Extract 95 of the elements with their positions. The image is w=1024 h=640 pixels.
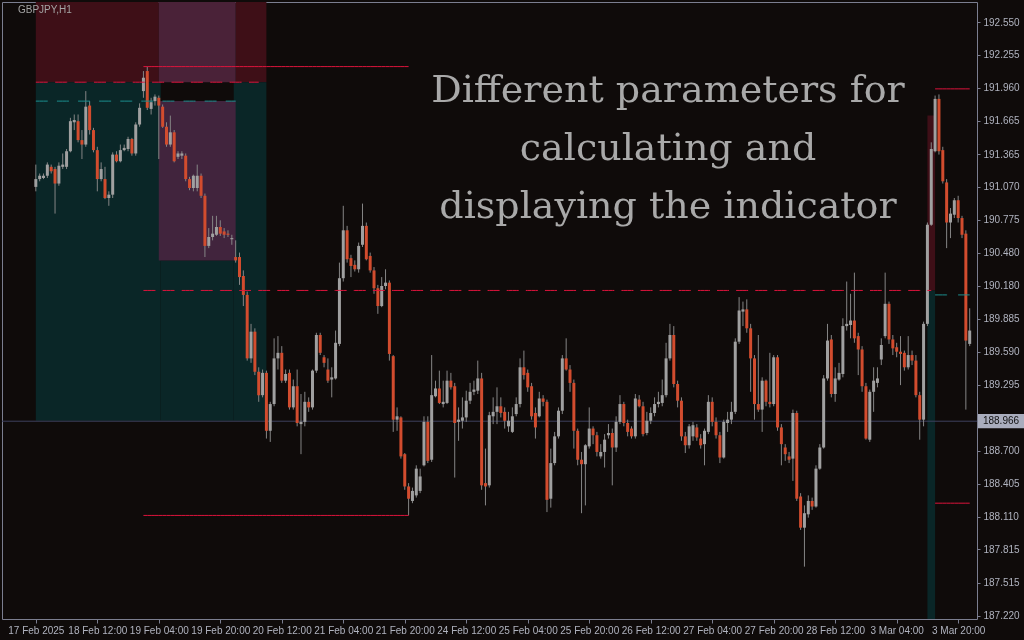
y-tick-label: 187.220 bbox=[983, 610, 1021, 622]
candlestick bbox=[65, 148, 69, 170]
candlestick bbox=[756, 334, 760, 413]
candlestick bbox=[222, 227, 226, 239]
candlestick bbox=[418, 468, 422, 494]
candlestick bbox=[34, 164, 38, 192]
y-tick-label: 192.550 bbox=[983, 16, 1021, 28]
y-tick-label: 190.480 bbox=[983, 247, 1021, 259]
candlestick bbox=[291, 379, 295, 411]
candlestick bbox=[495, 386, 499, 425]
y-tick-label: 189.295 bbox=[983, 379, 1021, 391]
candlestick bbox=[384, 268, 388, 290]
candlestick bbox=[211, 215, 215, 241]
y-tick-label: 188.405 bbox=[983, 478, 1021, 490]
candlestick bbox=[952, 197, 956, 219]
candlestick bbox=[833, 366, 837, 403]
candlestick bbox=[879, 337, 883, 366]
candlestick bbox=[176, 150, 180, 160]
candlestick bbox=[653, 396, 657, 417]
x-tick-label: 28 Feb 12:00 bbox=[806, 624, 866, 636]
y-tick-label: 188.700 bbox=[983, 445, 1021, 457]
candlestick bbox=[503, 406, 507, 430]
candlestick bbox=[610, 428, 614, 486]
y-tick-label: 189.590 bbox=[983, 346, 1021, 358]
x-tick-label: 20 Feb 12:00 bbox=[252, 624, 313, 636]
candlestick bbox=[687, 423, 691, 450]
candlestick bbox=[180, 150, 184, 160]
candlestick bbox=[195, 164, 199, 192]
x-tick-label: 3 Mar 20:00 bbox=[931, 624, 986, 636]
y-tick-label: 191.070 bbox=[983, 181, 1021, 193]
x-tick-label: 18 Feb 12:00 bbox=[68, 624, 128, 636]
candlestick bbox=[537, 391, 541, 418]
x-tick-label: 21 Feb 20:00 bbox=[375, 624, 436, 636]
y-tick-label: 191.960 bbox=[983, 82, 1021, 94]
candlestick bbox=[53, 166, 57, 215]
x-tick-label: 3 Mar 04:00 bbox=[870, 624, 925, 636]
y-tick-label: 191.665 bbox=[983, 115, 1021, 127]
candlestick bbox=[103, 166, 107, 200]
x-tick-label: 21 Feb 04:00 bbox=[314, 624, 374, 636]
candlestick bbox=[603, 433, 607, 469]
candlestick bbox=[906, 335, 910, 371]
y-tick-label: 190.180 bbox=[983, 280, 1021, 292]
candlestick bbox=[810, 497, 814, 511]
candlestick bbox=[230, 234, 234, 246]
x-tick-label: 19 Feb 20:00 bbox=[191, 624, 251, 636]
candlestick bbox=[460, 396, 464, 430]
candlestick bbox=[161, 103, 165, 129]
candlestick bbox=[683, 431, 687, 454]
x-tick-label: 27 Feb 04:00 bbox=[683, 624, 743, 636]
y-tick-label: 189.885 bbox=[983, 313, 1021, 325]
x-tick-label: 26 Feb 12:00 bbox=[621, 624, 682, 636]
candlestick bbox=[357, 242, 361, 274]
candlestick bbox=[902, 350, 906, 372]
x-tick-label: 25 Feb 20:00 bbox=[560, 624, 620, 636]
candlestick bbox=[164, 121, 168, 148]
candlestick bbox=[326, 357, 330, 384]
candlestick bbox=[779, 423, 783, 466]
candlestick bbox=[802, 504, 806, 568]
y-tick-label: 187.515 bbox=[983, 577, 1021, 589]
candlestick bbox=[168, 115, 172, 148]
candlestick bbox=[360, 203, 364, 248]
annotation: Different parameters for calculating and displaying the indicator bbox=[431, 67, 906, 227]
candlestick bbox=[729, 401, 733, 425]
chart-title: GBPJPY,H1 bbox=[18, 4, 73, 15]
candlestick bbox=[872, 366, 876, 413]
y-tick-label: 187.815 bbox=[983, 543, 1021, 555]
y-tick-label: 188.110 bbox=[983, 511, 1020, 523]
candlestick bbox=[214, 215, 218, 237]
x-tick-label: 25 Feb 04:00 bbox=[498, 624, 559, 636]
candlestick bbox=[676, 380, 680, 408]
y-tick-label: 190.775 bbox=[983, 214, 1021, 226]
x-tick-label: 24 Feb 12:00 bbox=[437, 624, 497, 636]
candlestick bbox=[184, 152, 188, 182]
candlestick bbox=[745, 298, 749, 334]
candlestick bbox=[226, 229, 230, 238]
x-tick-label: 19 Feb 04:00 bbox=[129, 624, 190, 636]
ref-line-label: 188.966 bbox=[982, 415, 1020, 427]
candlestick bbox=[645, 411, 649, 436]
candlestick bbox=[510, 406, 514, 434]
candlestick bbox=[875, 366, 879, 388]
candlestick bbox=[849, 293, 853, 339]
candlestick bbox=[261, 369, 265, 398]
candlestick bbox=[138, 102, 142, 128]
x-tick-label: 27 Feb 20:00 bbox=[744, 624, 805, 636]
candlestick bbox=[207, 227, 211, 249]
candlestick bbox=[318, 332, 322, 356]
candlestick bbox=[580, 451, 584, 514]
y-tick-label: 192.255 bbox=[983, 49, 1021, 61]
y-tick-label: 191.365 bbox=[983, 148, 1021, 160]
candlestick bbox=[157, 95, 161, 160]
candlestick bbox=[476, 360, 480, 395]
candlestick bbox=[91, 127, 95, 153]
x-tick-label: 17 Feb 2025 bbox=[8, 624, 65, 636]
candlestick bbox=[141, 70, 145, 99]
candlestick bbox=[445, 370, 449, 405]
